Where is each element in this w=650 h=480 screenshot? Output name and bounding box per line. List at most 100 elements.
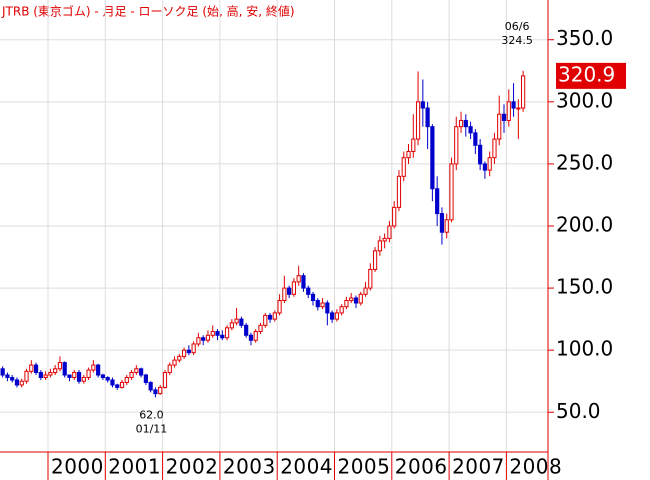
candle-body [53,368,58,374]
candle-body [310,293,316,302]
candle-body [358,293,363,304]
candle-body [5,374,10,378]
x-tick-label: 2007 [452,455,504,479]
candle-body [315,300,320,308]
candle-body [282,287,287,302]
chart-title: JTRB (東京ゴム) - 月足 - ローソク足 (始, 高, 安, 終値) [1,4,295,19]
candle-body [167,364,172,374]
low-annotation: 62.0 [139,408,164,421]
candle-body [430,126,435,190]
candle-body [72,372,77,378]
candle-body [100,374,106,378]
candle-body [301,275,306,289]
candle-body [396,175,402,208]
candle-body [511,101,516,109]
candle-body [277,300,282,314]
candle-body [521,75,526,109]
candle-body [19,380,24,386]
candle-body [368,268,373,289]
last-price-box [556,62,626,89]
candle-body [478,144,483,165]
x-tick-label: 2001 [108,455,160,479]
candle-body [401,157,406,177]
candle-body [473,132,478,146]
candle-body [181,349,187,357]
candle-body [105,376,110,381]
candle-body [487,157,492,171]
candle-body [81,376,86,382]
candle-body [377,240,382,252]
candle-body [191,343,196,354]
candle-body [258,324,263,333]
candle-body [24,370,29,382]
candle-body [153,389,158,395]
candle-body [454,126,459,165]
candle-body [306,287,311,295]
candle-body [501,113,507,121]
candle-body [439,213,445,233]
candle-body [48,372,53,376]
candle-body [33,364,39,374]
candle-body [344,300,349,308]
x-tick-label: 2003 [223,455,275,479]
candle-body [435,188,440,215]
x-tick-label: 2005 [338,455,390,479]
x-tick-label: 2004 [280,455,332,479]
candle-body [482,163,488,171]
y-tick-label: 150.0 [556,275,613,299]
candle-body [186,349,191,354]
candle-body [296,275,301,283]
high-annotation: 06/6 [505,20,530,33]
candle-body [468,126,473,134]
candle-body [353,297,359,304]
candle-body [196,337,201,345]
candle-body [234,318,239,324]
candle-body [210,331,215,336]
candle-body [420,101,425,109]
candle-body [392,206,397,227]
x-tick-label: 2000 [51,455,103,479]
candle-body [330,312,335,320]
candle-body [57,362,63,370]
candle-body [506,101,511,121]
candle-body [10,376,15,381]
candle-body [158,386,163,395]
candle-body [220,334,225,339]
candle-body [134,368,139,374]
candle-body [444,219,449,233]
y-tick-label: 200.0 [556,213,613,237]
candle-body [497,113,502,140]
candle-body [139,368,144,376]
candle-body [115,384,120,388]
candle-body [239,318,244,326]
candle-body [129,372,134,378]
candle-body [119,381,125,388]
candle-body [143,374,148,383]
x-tick-label: 2002 [166,455,218,479]
candle-body [29,364,34,372]
candle-body [449,163,454,221]
candle-body [0,368,5,376]
candle-body [406,150,411,159]
candle-body [177,355,182,361]
candle-body [38,372,43,378]
candle-body [215,331,220,336]
candle-body [291,281,297,295]
high-annotation: 324.5 [501,34,533,47]
candle-body [349,297,354,302]
candle-body [91,364,96,371]
candle-body [244,324,249,336]
candle-body [253,331,258,341]
candle-body [43,374,48,378]
x-tick-label: 2006 [395,455,447,479]
y-tick-label: 100.0 [556,337,613,361]
candle-body [224,327,230,339]
candle-body [86,369,91,378]
candle-body [382,237,387,242]
y-tick-label: 350.0 [556,26,613,50]
candle-body [172,359,177,366]
candle-body [62,362,67,376]
candle-body [372,250,378,270]
y-tick-label: 250.0 [556,150,613,174]
